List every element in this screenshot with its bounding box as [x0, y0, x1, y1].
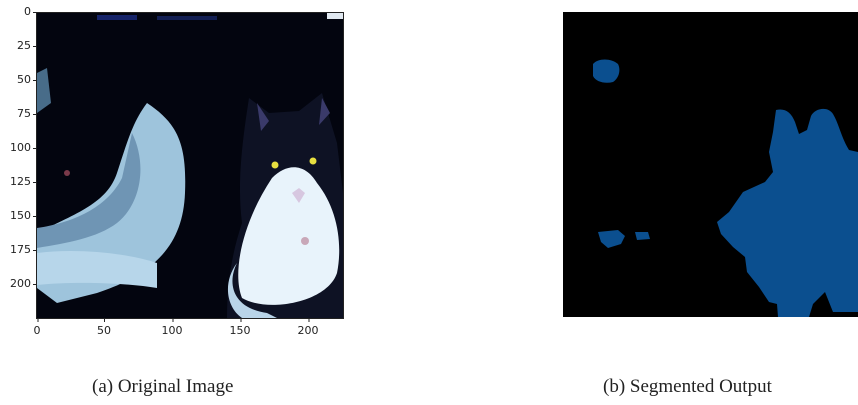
y-tick-label: 25 — [17, 39, 37, 52]
y-tick-label: 175 — [10, 243, 37, 256]
segmented-output-image — [563, 12, 858, 317]
y-tick-label: 125 — [10, 175, 37, 188]
caption-segmented-output: (b) Segmented Output — [603, 376, 772, 397]
caption-original-image: (a) Original Image — [92, 376, 234, 397]
original-image-panel: 0 25 50 75 100 125 150 175 200 0 50 — [0, 0, 360, 340]
y-tick-label: 75 — [17, 107, 37, 120]
y-tick-label: 50 — [17, 73, 37, 86]
segmentation-mask — [563, 12, 858, 317]
y-tick-label: 200 — [10, 277, 37, 290]
x-tick-label: 0 — [33, 318, 41, 337]
cat-photo — [37, 13, 343, 318]
y-tick-label: 0 — [24, 5, 37, 18]
x-tick-label: 50 — [97, 318, 111, 337]
x-tick-label: 200 — [297, 318, 319, 337]
x-tick-label: 150 — [229, 318, 251, 337]
y-tick-label: 100 — [10, 141, 37, 154]
x-tick-label: 100 — [161, 318, 183, 337]
y-tick-label: 150 — [10, 209, 37, 222]
original-image — [36, 12, 344, 319]
